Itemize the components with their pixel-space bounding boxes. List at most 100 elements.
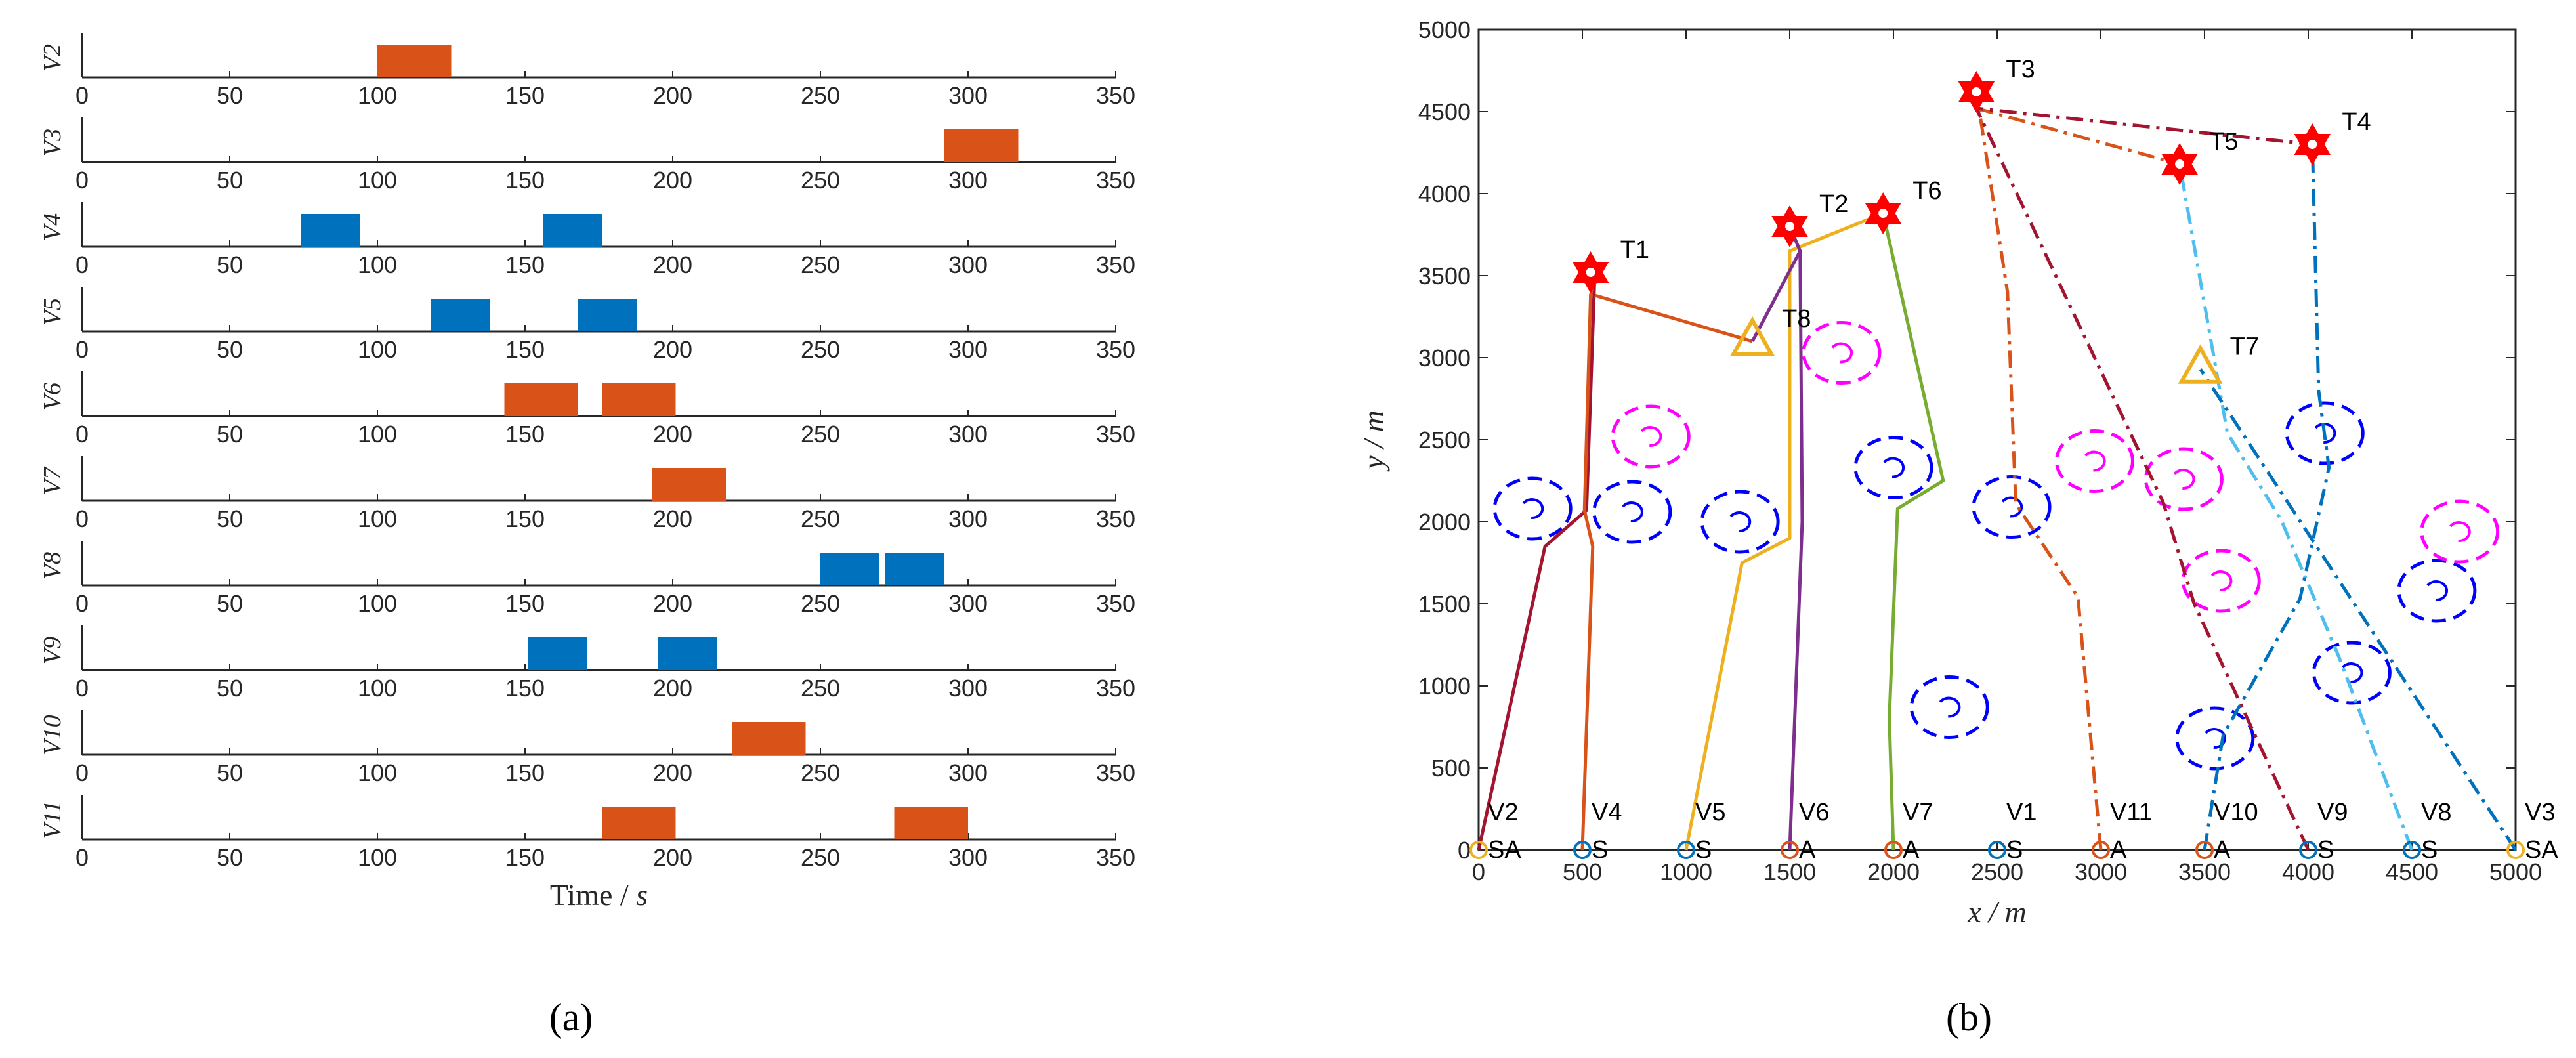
vehicle-type-label: S [2421,836,2438,864]
gantt-tick-label: 250 [801,759,840,786]
threat-zone-core [2341,662,2363,684]
gantt-tick-label: 200 [653,167,692,194]
x-tick-label: 4500 [2386,858,2438,885]
gantt-tick-label: 300 [948,675,988,702]
gantt-tick-label: 100 [358,421,397,448]
vehicle-label: V7 [1903,799,1933,826]
vehicle-type-label: S [1695,836,1712,864]
gantt-bar [820,553,879,585]
target-marker-center [2175,159,2185,169]
gantt-tick-label: 150 [505,82,545,109]
gantt-tick-label: 50 [217,844,243,871]
threat-zone-core [2001,496,2023,518]
vehicle-path [1594,293,1753,343]
target-label: T8 [1782,305,1811,333]
gantt-bar [732,722,806,755]
threat-zone [2420,499,2500,564]
gantt-bar [301,214,360,247]
threat-zone [1972,475,2052,539]
y-tick-label: 5000 [1418,16,1471,43]
threat-zone-core [2314,423,2336,444]
gantt-tick-label: 150 [505,421,545,448]
target-label: T4 [2342,108,2371,136]
gantt-x-axis-label: Time / s [550,878,648,912]
gantt-tick-label: 250 [801,505,840,532]
threat-zone-core [1622,501,1643,523]
gantt-tick-label: 200 [653,844,692,871]
target-label: T1 [1620,236,1649,264]
target-label: T6 [1912,177,1941,205]
target-marker [1865,203,1901,234]
gantt-tick-label: 250 [801,421,840,448]
vehicle-type-label: A [2214,836,2231,864]
threat-zone [2143,447,2224,511]
gantt-tick-label: 200 [653,675,692,702]
threat-zone-core [2210,570,2233,592]
gantt-tick-label: 350 [1096,421,1135,448]
gantt-tick-label: 200 [653,82,692,109]
gantt-tick-label: 250 [801,82,840,109]
vehicle-path [2199,368,2518,851]
gantt-bar [652,468,726,501]
gantt-tick-label: 0 [75,759,89,786]
threat-zone [2175,706,2255,771]
gantt-tick-label: 300 [948,421,988,448]
threat-zone-core [2173,469,2195,490]
y-tick-label: 3500 [1418,263,1471,289]
gantt-tick-label: 300 [948,82,988,109]
gantt-row-label: V2 [39,44,66,72]
gantt-tick-label: 0 [75,675,89,702]
gantt-tick-label: 150 [505,336,545,363]
gantt-tick-label: 0 [75,590,89,617]
threat-zone [2285,401,2365,465]
target-marker-center [2308,140,2317,149]
gantt-bar [431,299,490,331]
gantt-bar [658,637,717,670]
threat-zone-core [1640,426,1662,448]
x-tick-label: 0 [1472,858,1485,885]
x-tick-label: 5000 [2489,858,2542,885]
vehicle-marker [2092,841,2110,859]
vehicle-label: V6 [1799,799,1829,826]
threat-zone [1700,490,1780,554]
gantt-tick-label: 250 [801,251,840,278]
gantt-row-label: V5 [39,298,66,326]
vehicle-label: V4 [1592,799,1622,826]
vehicle-label: V3 [2525,799,2555,826]
threat-zone-core [2449,521,2471,543]
vehicle-label: V9 [2317,799,2348,826]
target-marker [1572,262,1609,294]
threat-zone [1909,675,1989,739]
gantt-tick-label: 100 [358,505,397,532]
y-axis-label: y / m [1357,410,1390,471]
panel-a-label: (a) [549,996,593,1039]
threat-zone [1802,321,1882,385]
gantt-tick-label: 300 [948,505,988,532]
vehicle-marker [1781,841,1799,859]
vehicle-marker [2195,841,2214,859]
gantt-bar [543,214,602,247]
gantt-tick-label: 100 [358,759,397,786]
threat-zone [1853,436,1933,499]
vehicle-path [1477,272,1597,851]
gantt-tick-label: 50 [217,590,243,617]
y-tick-label: 2000 [1418,509,1471,536]
vehicle-path [1975,106,2180,166]
gantt-tick-label: 300 [948,336,988,363]
gantt-tick-label: 0 [75,505,89,532]
target-marker-center [1586,268,1595,277]
gantt-tick-label: 350 [1096,590,1135,617]
y-tick-label: 500 [1431,755,1471,782]
threat-zone-core [1522,498,1544,520]
gantt-tick-label: 50 [217,505,243,532]
x-axis-label: x / m [1967,895,2026,929]
vehicle-label: V2 [1488,799,1518,826]
target-marker-center [1785,222,1794,231]
threat-zone [2397,559,2477,623]
target-marker [1771,216,1808,247]
gantt-tick-label: 200 [653,421,692,448]
target-marker [1958,81,1995,113]
gantt-row-label: V7 [39,466,66,495]
gantt-tick-label: 150 [505,505,545,532]
